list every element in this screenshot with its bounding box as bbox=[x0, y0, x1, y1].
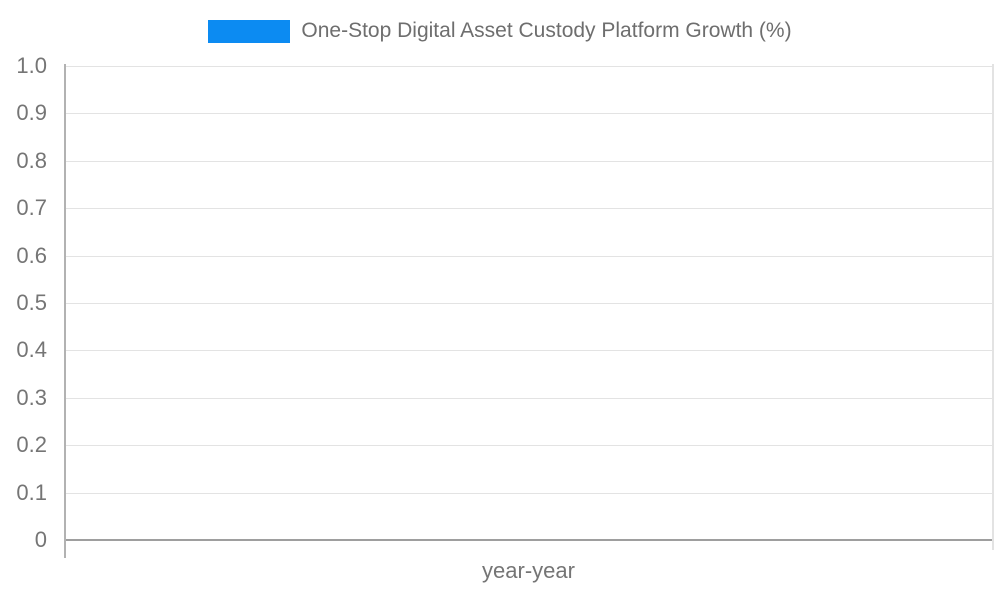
legend: One-Stop Digital Asset Custody Platform … bbox=[0, 19, 1000, 43]
y-tick-label: 0.4 bbox=[16, 337, 47, 363]
gridline bbox=[64, 397, 993, 399]
gridline bbox=[64, 492, 993, 494]
gridline bbox=[64, 445, 993, 447]
gridline bbox=[64, 303, 993, 304]
y-tick-label: 0.9 bbox=[16, 100, 47, 126]
y-tick-label: 0 bbox=[34, 527, 47, 552]
zero-gridline bbox=[64, 539, 993, 541]
y-tick-label: 0.2 bbox=[16, 432, 47, 458]
plot-area bbox=[64, 66, 993, 541]
y-tick-label: 1.0 bbox=[16, 53, 47, 78]
gridline bbox=[64, 350, 993, 352]
gridline bbox=[64, 160, 993, 162]
x-axis-title: year-year bbox=[482, 558, 575, 583]
gridline bbox=[64, 255, 993, 257]
gridline bbox=[64, 113, 993, 115]
y-tick-label: 0.8 bbox=[16, 147, 47, 173]
y-tick-label: 0.6 bbox=[16, 242, 47, 268]
plot-right-border bbox=[992, 64, 994, 550]
y-tick-label: 0.1 bbox=[16, 479, 47, 505]
gridline bbox=[64, 66, 993, 67]
legend-label: One-Stop Digital Asset Custody Platform … bbox=[301, 19, 792, 42]
legend-swatch bbox=[208, 19, 291, 43]
y-tick-label: 0.7 bbox=[16, 195, 47, 221]
y-axis-line bbox=[64, 64, 66, 558]
y-tick-label: 0.3 bbox=[16, 384, 47, 410]
gridline bbox=[64, 208, 993, 210]
y-tick-label: 0.5 bbox=[16, 290, 47, 315]
